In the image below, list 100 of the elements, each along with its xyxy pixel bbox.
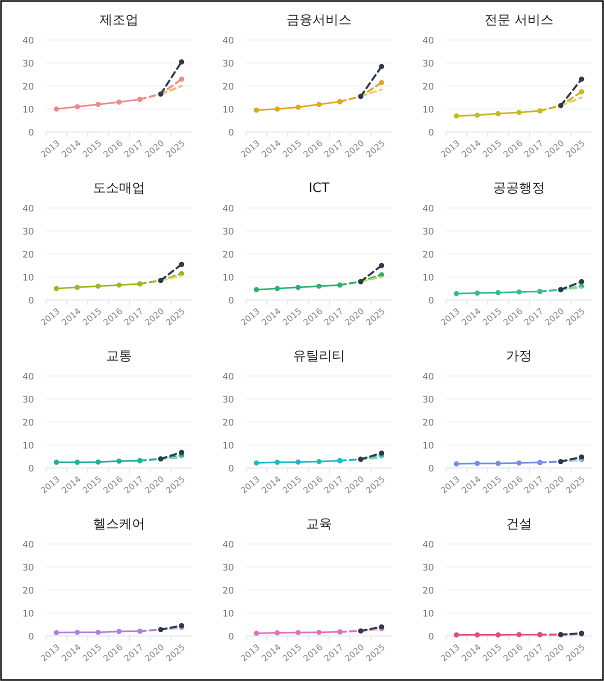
point	[116, 282, 122, 288]
point	[54, 286, 60, 292]
y-tick-label: 40	[422, 36, 434, 46]
y-tick-label: 30	[222, 396, 234, 406]
y-tick-label: 0	[428, 296, 434, 306]
y-tick-label: 20	[22, 418, 34, 428]
point	[537, 108, 542, 114]
y-tick-label: 10	[422, 106, 434, 116]
point	[178, 450, 184, 455]
y-tick-label: 10	[222, 442, 234, 452]
point	[178, 76, 184, 82]
point	[378, 80, 384, 86]
y-tick-label: 10	[22, 610, 34, 620]
point	[96, 630, 101, 635]
point	[54, 630, 60, 636]
point	[137, 281, 142, 286]
chart-title: 교육	[306, 517, 332, 532]
point	[454, 461, 460, 466]
y-tick-label: 20	[222, 82, 234, 92]
point	[316, 458, 322, 464]
point	[337, 282, 342, 288]
y-tick-label: 10	[22, 106, 34, 116]
point	[137, 96, 142, 102]
y-tick-label: 30	[222, 60, 234, 70]
chart-title: ICT	[308, 181, 330, 196]
point	[474, 290, 480, 296]
point	[116, 100, 122, 105]
y-tick-label: 30	[22, 228, 34, 238]
y-tick-label: 40	[22, 204, 34, 214]
point	[54, 106, 60, 112]
point	[296, 284, 301, 290]
point	[316, 102, 322, 107]
y-tick-label: 20	[422, 586, 434, 596]
y-tick-label: 40	[22, 540, 34, 550]
y-tick-label: 30	[422, 60, 434, 70]
chart-title: 건설	[506, 517, 532, 532]
point	[316, 630, 322, 635]
point	[296, 630, 301, 636]
point	[296, 459, 301, 465]
point	[137, 458, 142, 464]
y-tick-label: 40	[222, 540, 234, 550]
y-tick-label: 30	[422, 228, 434, 238]
chart-title: 유틸리티	[293, 349, 345, 364]
y-tick-label: 20	[222, 418, 234, 428]
chart-title: 제조업	[100, 13, 138, 28]
y-tick-label: 30	[22, 396, 34, 406]
y-tick-label: 40	[422, 540, 434, 550]
point	[274, 630, 280, 636]
point	[496, 460, 501, 466]
y-tick-label: 10	[422, 610, 434, 620]
point	[578, 89, 584, 94]
point	[116, 628, 122, 634]
point	[516, 460, 522, 466]
point	[96, 284, 101, 289]
y-tick-label: 10	[222, 106, 234, 116]
y-tick-label: 40	[422, 204, 434, 214]
point	[474, 112, 480, 118]
point	[337, 458, 342, 464]
point	[296, 104, 301, 110]
point	[74, 630, 80, 635]
point	[516, 289, 522, 295]
y-tick-label: 40	[222, 372, 234, 382]
point	[537, 288, 542, 294]
y-tick-label: 0	[428, 128, 434, 138]
y-tick-label: 20	[22, 586, 34, 596]
point	[578, 76, 584, 82]
chart-title: 전문 서비스	[484, 13, 554, 28]
y-tick-label: 40	[222, 36, 234, 46]
point	[454, 290, 460, 296]
point	[96, 459, 101, 465]
point	[516, 110, 522, 116]
point	[274, 106, 280, 112]
chart-title: 금융서비스	[286, 13, 352, 28]
y-tick-label: 0	[28, 128, 34, 138]
point	[378, 64, 384, 70]
y-tick-label: 20	[422, 250, 434, 260]
chart-title: 가정	[506, 349, 532, 364]
y-tick-label: 30	[422, 564, 434, 574]
y-tick-label: 40	[22, 372, 34, 382]
point	[578, 279, 584, 284]
point	[274, 460, 280, 465]
point	[116, 458, 122, 464]
y-tick-label: 10	[222, 274, 234, 284]
y-tick-label: 10	[22, 274, 34, 284]
point	[74, 104, 80, 110]
point	[578, 454, 584, 460]
y-tick-label: 10	[22, 442, 34, 452]
point	[496, 111, 501, 116]
y-tick-label: 40	[222, 204, 234, 214]
y-tick-label: 20	[22, 250, 34, 260]
y-tick-label: 0	[228, 296, 234, 306]
y-tick-label: 20	[22, 82, 34, 92]
y-tick-label: 0	[428, 464, 434, 474]
point	[137, 628, 142, 634]
y-tick-label: 40	[422, 372, 434, 382]
chart-title: 도소매업	[93, 181, 145, 196]
point	[254, 460, 260, 466]
point	[254, 108, 260, 113]
y-tick-label: 0	[428, 632, 434, 642]
chart-title: 교통	[106, 349, 132, 364]
